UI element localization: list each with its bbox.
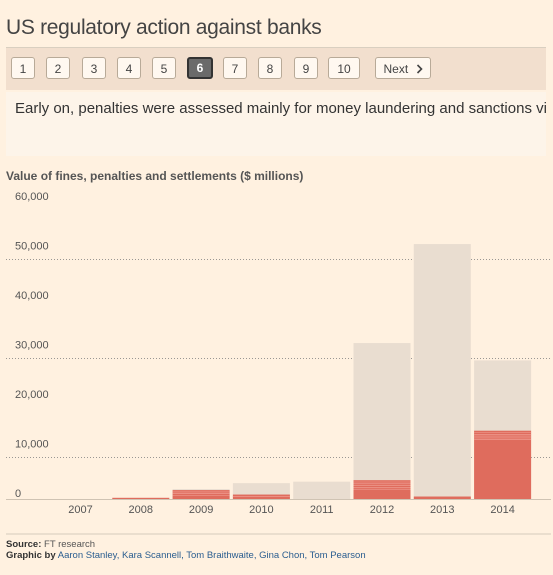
x-tick-label: 2007 xyxy=(68,504,92,516)
chevron-right-icon xyxy=(416,59,423,81)
slide-caption: Early on, penalties were assessed mainly… xyxy=(15,100,546,117)
page-button-10[interactable]: 10 xyxy=(328,57,360,79)
y-tick-label: 20,000 xyxy=(15,389,49,401)
highlight-bar xyxy=(474,430,532,499)
chart-title: Value of fines, penalties and settlement… xyxy=(6,169,304,183)
page-button-5[interactable]: 5 xyxy=(152,57,176,79)
highlight-bar xyxy=(413,496,471,499)
page-button-9[interactable]: 9 xyxy=(294,57,318,79)
credit-names[interactable]: Aaron Stanley, Kara Scannell, Tom Braith… xyxy=(57,550,366,561)
page-button-2[interactable]: 2 xyxy=(46,57,70,79)
page-button-4[interactable]: 4 xyxy=(117,57,141,79)
page-button-7[interactable]: 7 xyxy=(223,57,247,79)
page-button-1[interactable]: 1 xyxy=(11,57,35,79)
y-tick-label: 30,000 xyxy=(15,340,49,352)
x-tick-label: 2013 xyxy=(430,504,454,516)
page-title: US regulatory action against banks xyxy=(6,16,322,39)
x-tick-label: 2010 xyxy=(249,504,273,516)
x-tick-label: 2011 xyxy=(310,504,334,516)
highlight-bar xyxy=(112,497,170,499)
highlight-bar xyxy=(353,480,411,499)
highlight-bar xyxy=(172,490,230,499)
pagination-bar: 1 2 3 4 5 6 7 8 9 10 Next xyxy=(6,48,546,90)
source-text: FT research xyxy=(44,539,96,550)
page-button-6-active[interactable]: 6 xyxy=(187,57,213,79)
y-tick-label: 40,000 xyxy=(15,290,49,302)
y-tick-label: 0 xyxy=(15,488,21,500)
total-bar xyxy=(293,481,351,499)
slide-caption-box: Early on, penalties were assessed mainly… xyxy=(6,92,546,156)
next-button[interactable]: Next xyxy=(375,57,431,79)
credit-line: Graphic by Aaron Stanley, Kara Scannell,… xyxy=(6,550,366,561)
y-tick-label: 10,000 xyxy=(15,439,49,451)
x-tick-label: 2009 xyxy=(189,504,213,516)
source-label: Source: xyxy=(6,539,42,550)
credit-label: Graphic by xyxy=(6,550,56,561)
next-label: Next xyxy=(383,62,409,76)
x-tick-label: 2008 xyxy=(129,504,153,516)
page-button-3[interactable]: 3 xyxy=(82,57,106,79)
highlight-bar xyxy=(232,494,290,499)
source-line: Source: FT research xyxy=(6,539,95,550)
y-tick-label: 50,000 xyxy=(15,241,49,253)
total-bar xyxy=(413,244,471,499)
x-tick-label: 2012 xyxy=(370,504,394,516)
x-tick-label: 2014 xyxy=(490,504,514,516)
total-bar xyxy=(353,343,411,499)
y-tick-label: 60,000 xyxy=(15,191,49,203)
title-divider xyxy=(6,47,546,48)
page-button-8[interactable]: 8 xyxy=(258,57,282,79)
